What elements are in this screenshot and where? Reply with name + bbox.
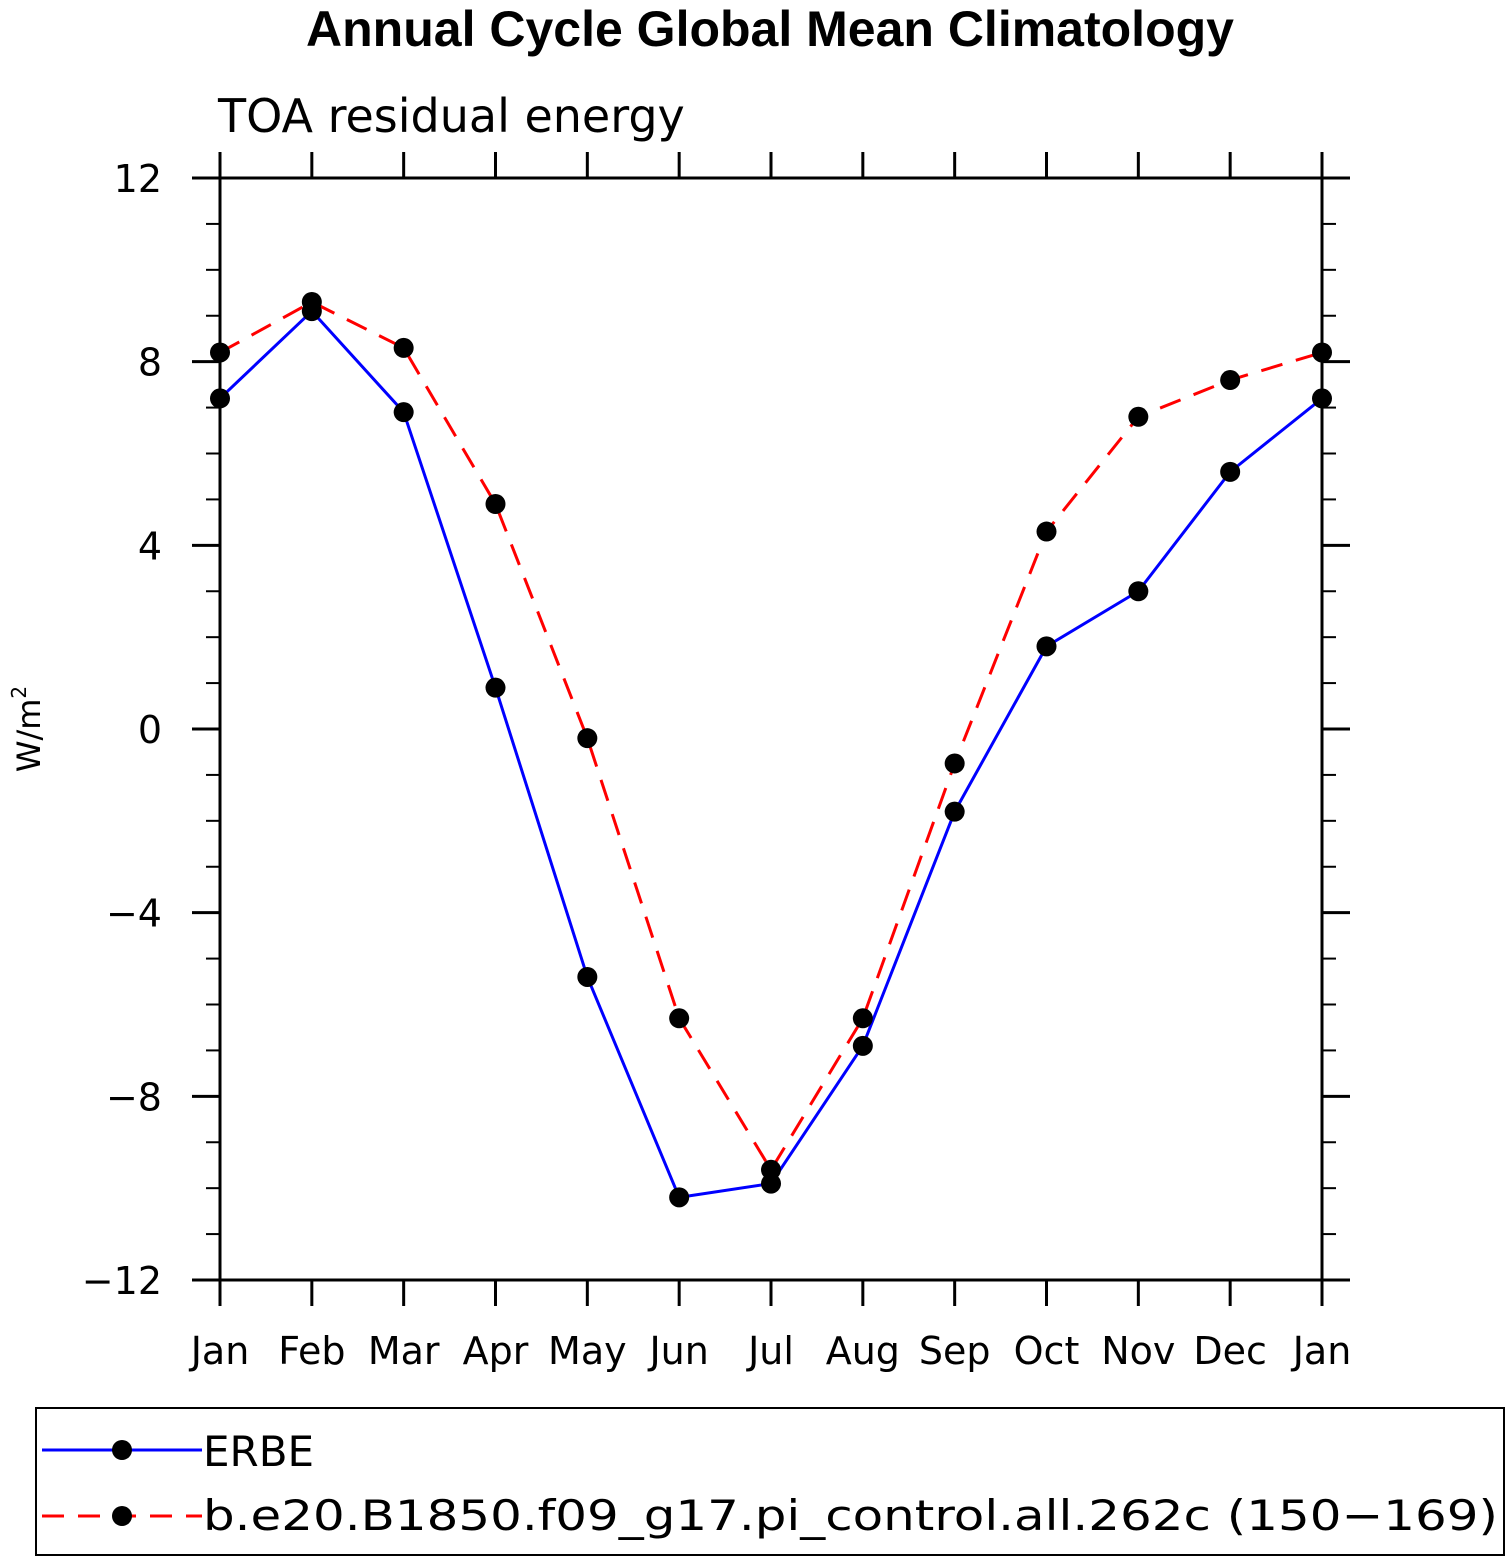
x-tick-label: Jan bbox=[1291, 1329, 1352, 1373]
data-point-model bbox=[485, 494, 506, 515]
data-point-model bbox=[577, 728, 598, 749]
y-axis-label: W/m2 bbox=[7, 686, 48, 772]
y-tick-label: 0 bbox=[138, 708, 162, 752]
data-point-erbe bbox=[485, 677, 506, 698]
data-point-model bbox=[761, 1159, 781, 1180]
y-axis-label-superscript: 2 bbox=[7, 686, 31, 699]
x-tick-label: Jul bbox=[746, 1329, 794, 1373]
x-tick-labels: Jan Feb Mar Apr May Jun Jul Aug Sep Oct Nov Dec Jan bbox=[189, 1329, 1352, 1373]
series-line-erbe bbox=[218, 309, 1323, 1199]
data-point-model bbox=[852, 1008, 873, 1029]
data-point-erbe bbox=[393, 402, 414, 423]
axis-ticks bbox=[192, 152, 1350, 1306]
data-point-erbe bbox=[761, 1173, 781, 1194]
x-tick-label: Sep bbox=[919, 1329, 991, 1373]
x-tick-label: Mar bbox=[368, 1329, 440, 1373]
data-point-erbe bbox=[1036, 636, 1057, 657]
data-point-model bbox=[301, 291, 322, 312]
x-tick-label: Feb bbox=[278, 1329, 345, 1373]
data-point-model bbox=[1036, 521, 1057, 542]
x-tick-label: Jun bbox=[647, 1329, 708, 1373]
series-lines bbox=[218, 300, 1323, 1199]
x-tick-label: Aug bbox=[826, 1329, 900, 1373]
legend-label-erbe: ERBE bbox=[203, 1427, 314, 1476]
legend-box bbox=[35, 1407, 1505, 1556]
legend: ERBE b.e20.B1850.f09_g17.pi_control.all.… bbox=[35, 1407, 1505, 1556]
data-point-erbe bbox=[669, 1187, 690, 1208]
legend-marker-erbe bbox=[112, 1440, 132, 1460]
data-point-model bbox=[944, 753, 965, 774]
y-axis-label-base: W/m bbox=[10, 699, 48, 773]
x-tick-label: Nov bbox=[1101, 1329, 1175, 1373]
data-point-erbe bbox=[1128, 581, 1149, 602]
data-markers bbox=[210, 291, 1332, 1208]
y-tick-label: −8 bbox=[106, 1075, 162, 1119]
chart-title: Annual Cycle Global Mean Climatology bbox=[306, 1, 1234, 57]
plot-frame bbox=[218, 176, 1324, 1282]
data-point-model bbox=[1128, 406, 1149, 427]
x-tick-label: Jan bbox=[189, 1329, 250, 1373]
data-point-model bbox=[1220, 370, 1241, 391]
data-point-model bbox=[393, 337, 414, 358]
data-point-erbe bbox=[944, 801, 965, 822]
y-tick-label: −4 bbox=[106, 892, 162, 936]
x-tick-label: Apr bbox=[463, 1329, 529, 1373]
y-tick-labels: 12 8 4 0 −4 −8 −12 bbox=[82, 157, 162, 1303]
x-tick-label: Oct bbox=[1014, 1329, 1080, 1373]
data-point-erbe bbox=[577, 966, 598, 987]
x-tick-label: May bbox=[548, 1329, 627, 1373]
series-line-model bbox=[219, 300, 1323, 1172]
data-point-model bbox=[669, 1008, 690, 1029]
y-tick-label: 12 bbox=[114, 157, 162, 201]
legend-marker-model bbox=[112, 1506, 132, 1526]
legend-label-model: b.e20.B1850.f09_g17.pi_control.all.262c … bbox=[203, 1491, 1498, 1540]
y-tick-label: 8 bbox=[138, 341, 162, 385]
y-tick-label: 4 bbox=[138, 524, 162, 568]
y-tick-label: −12 bbox=[82, 1259, 162, 1303]
x-tick-label: Dec bbox=[1193, 1329, 1267, 1373]
data-point-erbe bbox=[1220, 461, 1241, 482]
data-point-erbe bbox=[852, 1035, 873, 1056]
chart-subtitle: TOA residual energy bbox=[217, 89, 685, 143]
